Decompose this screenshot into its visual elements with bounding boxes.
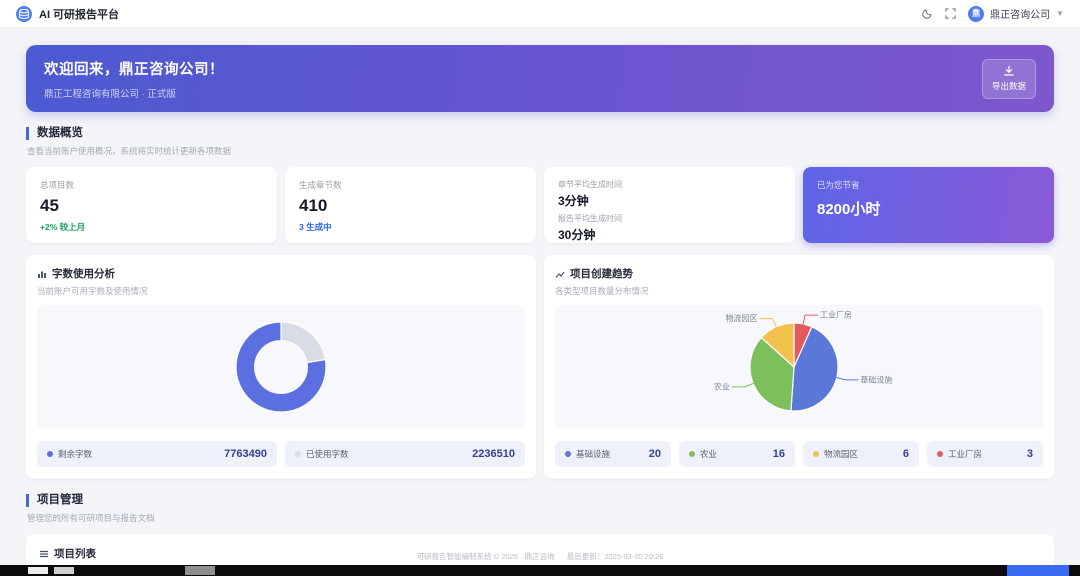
stat-delta: 3 生成中: [299, 222, 332, 232]
stat-card-time-saved: 已为您节省 8200小时: [803, 167, 1054, 243]
dashboard-content: 欢迎回来，鼎正咨询公司！ 鼎正工程咨询有限公司 · 正式版 导出数据 数据概览 …: [0, 45, 1080, 570]
card-subtitle: 各类型项目数量分布情况: [555, 286, 649, 296]
top-nav: AI 可研报告平台 鼎 鼎正咨询公司 ▼: [0, 0, 1080, 28]
legend-label: 农业: [700, 449, 718, 459]
project-distribution-chart-panel: 工业厂房基础设施农业 物流园区: [555, 305, 1043, 429]
chevron-down-icon: ▼: [1056, 9, 1064, 18]
stat-label: 已为您节省: [817, 180, 860, 190]
legend-label: 物流园区: [824, 449, 859, 459]
trend-icon: [555, 269, 565, 279]
projects-title: 项目管理: [26, 494, 1054, 507]
stat-value: 30分钟: [558, 228, 596, 242]
stat-card-generation-time: 章节平均生成时间 3分钟 报告平均生成时间 30分钟: [544, 167, 795, 243]
stat-label: 总项目数: [40, 180, 75, 190]
strip-item: [185, 566, 215, 575]
overview-title: 数据概览: [26, 127, 1054, 140]
legend-value: 16: [772, 448, 785, 460]
project-list-card: 项目列表: [26, 534, 1054, 570]
legend-chip-infrastructure: 基础设施 20: [555, 441, 671, 467]
card-title: 项目创建趋势: [570, 268, 633, 280]
brand: AI 可研报告平台: [16, 5, 120, 22]
download-icon: [1003, 65, 1015, 77]
svg-text:工业厂房: 工业厂房: [820, 310, 852, 320]
app-title: AI 可研报告平台: [39, 8, 120, 21]
word-usage-chart-panel: [37, 305, 525, 429]
strip-item: [28, 567, 48, 574]
legend-value: 7763490: [224, 448, 267, 460]
word-usage-card: 字数使用分析 当前账户可用字数及使用情况 剩余字数 7763490 已使用字数 …: [26, 255, 536, 479]
legend-label: 工业厂房: [948, 449, 983, 459]
stat-value: 410: [299, 196, 328, 215]
legend-chip-industrial-plant: 工业厂房 3: [927, 441, 1043, 467]
fullscreen-button[interactable]: [945, 8, 956, 19]
company-name: 鼎正咨询公司: [990, 10, 1051, 21]
stat-cards: 总项目数 45 +2% 较上月 生成章节数 410 3 生成中 章节平均生成时间…: [26, 167, 1054, 243]
legend-dot: [295, 451, 301, 457]
legend-label: 剩余字数: [58, 449, 93, 459]
chart-row: 字数使用分析 当前账户可用字数及使用情况 剩余字数 7763490 已使用字数 …: [26, 255, 1054, 479]
word-usage-legend: 剩余字数 7763490 已使用字数 2236510: [37, 441, 525, 467]
project-distribution-card: 项目创建趋势 各类型项目数量分布情况 工业厂房 基础设施 农业 物流园区 基础设施 2…: [544, 255, 1054, 479]
legend-chip-remaining-words: 剩余字数 7763490: [37, 441, 277, 467]
legend-dot: [565, 451, 571, 457]
account-menu[interactable]: 鼎 鼎正咨询公司 ▼: [968, 5, 1064, 22]
word-usage-donut-chart: [235, 321, 327, 413]
legend-value: 3: [1026, 448, 1033, 460]
legend-label: 已使用字数: [306, 449, 349, 459]
footer-copyright: 可研报告智能编制系统 © 2025 · 鼎正咨询: [416, 552, 555, 561]
stat-card-total-projects: 总项目数 45 +2% 较上月: [26, 167, 277, 243]
stat-delta: +2% 较上月: [40, 222, 86, 232]
stat-card-generated-chapters: 生成章节数 410 3 生成中: [285, 167, 536, 243]
project-distribution-legend: 基础设施 20 农业 16 物流园区 6 工业厂房 3: [555, 441, 1043, 467]
top-actions: 鼎 鼎正咨询公司 ▼: [922, 5, 1064, 22]
moon-icon: [922, 8, 933, 19]
welcome-subtitle: 鼎正工程咨询有限公司 · 正式版: [44, 88, 176, 100]
legend-dot: [689, 451, 695, 457]
bar-chart-icon: [37, 269, 47, 279]
legend-value: 2236510: [472, 448, 515, 460]
project-list-title: 项目列表: [54, 548, 96, 560]
welcome-title: 欢迎回来，鼎正咨询公司！: [44, 61, 224, 78]
logo-icon: [16, 5, 32, 22]
overview-subtitle: 查看当前账户使用概况，系统将实时统计更新各项数据: [27, 146, 232, 156]
export-data-button[interactable]: 导出数据: [982, 58, 1036, 99]
projects-subtitle: 管理您的所有可研项目与报告文档: [27, 513, 155, 523]
legend-value: 6: [902, 448, 909, 460]
legend-value: 20: [648, 448, 661, 460]
svg-text:物流园区: 物流园区: [725, 313, 757, 323]
projects-section-header: 项目管理 管理您的所有可研项目与报告文档: [26, 494, 1054, 524]
legend-chip-used-words: 已使用字数 2236510: [285, 441, 525, 467]
theme-toggle-button[interactable]: [922, 8, 933, 19]
legend-chip-agriculture: 农业 16: [679, 441, 795, 467]
card-subtitle: 当前账户可用字数及使用情况: [37, 286, 148, 296]
stat-value: 45: [40, 196, 59, 215]
footer: 可研报告智能编制系统 © 2025 · 鼎正咨询 最后更新：2025-03-20…: [0, 551, 1080, 562]
welcome-banner: 欢迎回来，鼎正咨询公司！ 鼎正工程咨询有限公司 · 正式版 导出数据: [26, 45, 1054, 112]
stat-value: 3分钟: [558, 194, 589, 208]
legend-dot: [937, 451, 943, 457]
strip-item: [54, 567, 74, 574]
export-data-label: 导出数据: [991, 80, 1026, 91]
bottom-strip: [0, 565, 1080, 576]
overview-section-header: 数据概览 查看当前账户使用概况，系统将实时统计更新各项数据: [26, 127, 1054, 157]
list-icon: [39, 549, 49, 559]
stat-label: 章节平均生成时间: [558, 180, 622, 189]
legend-dot: [813, 451, 819, 457]
fullscreen-icon: [945, 8, 956, 19]
stat-label: 生成章节数: [299, 180, 342, 190]
legend-label: 基础设施: [576, 449, 611, 459]
strip-item: [1007, 565, 1069, 576]
svg-text:农业: 农业: [714, 381, 730, 391]
card-title: 字数使用分析: [52, 268, 115, 280]
svg-text:基础设施: 基础设施: [860, 374, 892, 384]
avatar: 鼎: [968, 5, 985, 22]
legend-dot: [47, 451, 53, 457]
legend-chip-logistics-park: 物流园区 6: [803, 441, 919, 467]
stat-label: 报告平均生成时间: [558, 214, 622, 223]
footer-updated: 最后更新：2025-03-20 20:26: [566, 552, 664, 561]
stat-value: 8200小时: [817, 201, 881, 218]
